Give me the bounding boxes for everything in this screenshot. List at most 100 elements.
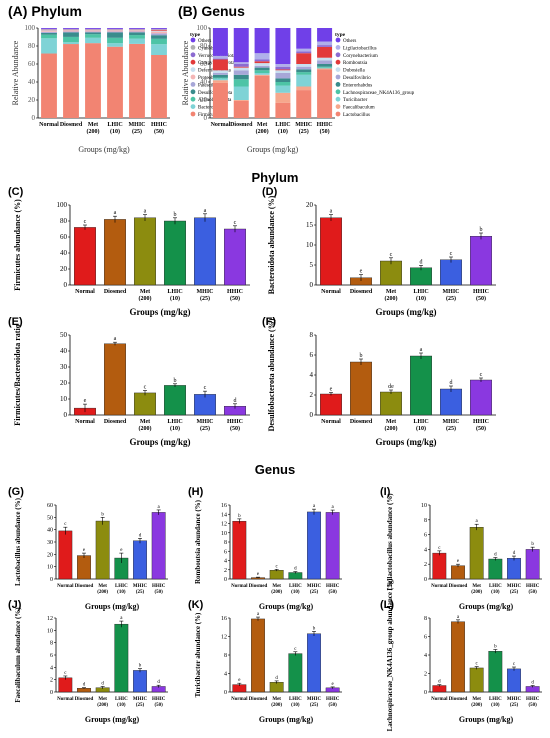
x-tick-label-dose: (25) bbox=[510, 590, 519, 595]
stack-segment bbox=[85, 43, 101, 118]
panel-title-A: (A) Phylum bbox=[8, 3, 82, 19]
stack-segment bbox=[151, 55, 167, 118]
stack-segment bbox=[63, 28, 79, 29]
y-tick-label: 40 bbox=[60, 249, 68, 257]
stack-segment bbox=[129, 35, 145, 39]
stack-segment bbox=[63, 36, 79, 43]
significance-letter: b bbox=[139, 664, 142, 669]
y-tick-label: 80 bbox=[28, 42, 36, 50]
x-tick-label: Met bbox=[272, 697, 281, 702]
significance-letter: a bbox=[313, 504, 316, 509]
significance-letter: b bbox=[238, 514, 241, 519]
stack-segment bbox=[296, 86, 312, 91]
legend-label: Lactobacillus bbox=[343, 113, 370, 118]
stack-segment bbox=[233, 79, 249, 87]
y-tick-label: 40 bbox=[28, 78, 36, 86]
legend-swatch bbox=[335, 59, 341, 65]
bar-mhic bbox=[133, 540, 147, 580]
significance-letter: c bbox=[438, 546, 441, 551]
stack-segment bbox=[317, 67, 333, 69]
x-tick-label-dose: (25) bbox=[299, 128, 309, 135]
x-tick-label-dose: (25) bbox=[510, 703, 519, 708]
stack-segment bbox=[107, 31, 123, 33]
x-tick-label-dose: (200) bbox=[97, 590, 108, 595]
stack-segment bbox=[296, 48, 312, 52]
y-tick-label: 0 bbox=[204, 114, 208, 122]
panel-H: (H) 0 2 4 6 8 10 12 14 16 Romboutsia abundance (%)… bbox=[188, 486, 342, 611]
stack-segment bbox=[41, 28, 57, 29]
stack-segment bbox=[296, 51, 312, 54]
legend-swatch bbox=[190, 59, 196, 65]
bar-normal bbox=[320, 393, 343, 416]
y-axis-label-I: Ligilactobacillus abundance (%) bbox=[386, 493, 394, 591]
x-tick-label: Normal bbox=[75, 289, 95, 295]
panel-I: (I) 0 2 4 6 8 10 Ligilactobacillus abundance (%… bbox=[380, 486, 542, 611]
y-tick-label: 6 bbox=[224, 549, 227, 555]
bar-met bbox=[469, 667, 484, 693]
x-tick-label-dose: (200) bbox=[271, 590, 282, 595]
significance-letter: e bbox=[332, 682, 335, 687]
y-tick-label: 0 bbox=[64, 411, 68, 419]
x-tick-label: Diosmed bbox=[249, 584, 268, 589]
x-tick-label: Diosmed bbox=[249, 697, 268, 702]
x-tick-label: Normal bbox=[211, 122, 231, 128]
x-tick-label-dose: (200) bbox=[256, 128, 269, 135]
x-tick-label: LHIC bbox=[115, 584, 128, 589]
stack-segment bbox=[296, 28, 312, 49]
stack-segment bbox=[85, 28, 101, 29]
x-tick-label: Met bbox=[386, 419, 396, 425]
stack-segment bbox=[151, 38, 167, 45]
significance-letter: e bbox=[83, 548, 86, 553]
legend-swatch bbox=[190, 82, 196, 87]
x-tick-label: MHIC bbox=[197, 289, 214, 295]
y-tick-label: 8 bbox=[50, 641, 53, 647]
y-tick-label: 60 bbox=[200, 60, 208, 68]
legend-swatch bbox=[335, 74, 341, 80]
x-tick-label: MHIC bbox=[443, 419, 460, 425]
x-tick-label-dose: (25) bbox=[200, 425, 210, 432]
significance-letter: e bbox=[457, 559, 460, 564]
significance-letter: a bbox=[114, 336, 117, 342]
x-tick-label: LHIC bbox=[489, 697, 502, 702]
panel-D: (D) 0 5 10 15 20 Bacteroidota abundance (%) Gro… bbox=[262, 186, 496, 317]
x-axis-label-E: Groups (mg/kg) bbox=[129, 437, 190, 447]
stack-segment bbox=[254, 73, 270, 75]
significance-letter: a bbox=[420, 347, 423, 353]
x-tick-label: Normal bbox=[431, 584, 448, 589]
stack-segment bbox=[41, 34, 57, 39]
x-tick-label-dose: (50) bbox=[320, 128, 330, 135]
stack-segment bbox=[296, 69, 312, 73]
y-tick-label: 12 bbox=[221, 522, 227, 528]
x-tick-label: LHIC bbox=[413, 289, 428, 295]
x-axis-label-L: Groups (mg/kg) bbox=[459, 715, 514, 724]
bar-lhic bbox=[163, 220, 186, 286]
stack-segment bbox=[275, 28, 291, 64]
panel-title-J: (J) bbox=[8, 599, 22, 611]
legend-swatch bbox=[190, 74, 196, 80]
y-axis-label-A: Relative Abundance bbox=[11, 40, 20, 105]
y-tick-label: 0 bbox=[64, 281, 68, 289]
x-tick-label-dose: (50) bbox=[154, 128, 164, 135]
stack-segment bbox=[63, 32, 79, 37]
bar-diosmed bbox=[103, 219, 126, 286]
x-tick-label-dose: (10) bbox=[170, 295, 180, 302]
stack-segment bbox=[275, 64, 291, 67]
legend-swatch bbox=[335, 96, 341, 102]
stack-segment bbox=[317, 57, 333, 61]
legend-label: Desulfovibrio bbox=[343, 76, 371, 81]
significance-letter: e bbox=[238, 678, 241, 683]
significance-letter: b bbox=[313, 626, 316, 631]
x-tick-label: MHIC bbox=[129, 122, 146, 128]
stack-segment bbox=[275, 85, 291, 93]
stack-segment bbox=[254, 70, 270, 73]
bar-lhic bbox=[163, 385, 186, 416]
y-tick-label: 2 bbox=[50, 678, 53, 684]
legend-swatch bbox=[335, 37, 341, 43]
bar-hhic bbox=[470, 235, 493, 286]
x-tick-label: Diosmed bbox=[104, 289, 127, 295]
y-tick-label: 15 bbox=[306, 221, 314, 229]
stack-segment bbox=[129, 32, 145, 36]
significance-letter: e bbox=[257, 572, 260, 577]
y-axis-label-B: Relative Abundance bbox=[181, 40, 190, 105]
x-tick-label-dose: (50) bbox=[328, 703, 337, 708]
